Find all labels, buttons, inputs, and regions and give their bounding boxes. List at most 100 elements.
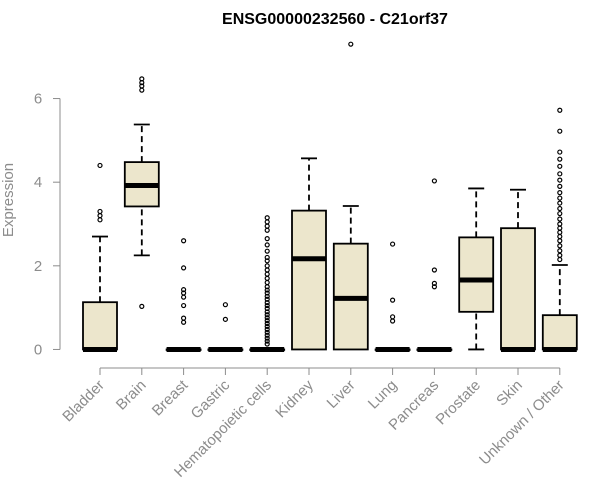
box-10 xyxy=(500,188,536,352)
outlier-4-33 xyxy=(264,341,270,347)
box-6 xyxy=(332,41,369,351)
outlier-11-1 xyxy=(557,128,563,134)
outlier-7-1 xyxy=(390,297,396,303)
y-tick-label-2: 4 xyxy=(34,174,42,191)
outlier-0-1 xyxy=(97,208,103,215)
outlier-4-23 xyxy=(264,312,270,318)
outlier-3-0 xyxy=(222,302,228,308)
outlier-2-1 xyxy=(181,265,187,271)
box-rect-9 xyxy=(458,236,495,313)
outlier-1-4 xyxy=(139,303,145,309)
outlier-4-32 xyxy=(264,338,270,344)
outlier-11-9 xyxy=(557,195,563,201)
box-11 xyxy=(541,107,578,352)
outlier-4-6 xyxy=(264,248,270,254)
outlier-11-12 xyxy=(557,210,563,217)
y-tick-label-0: 0 xyxy=(34,341,42,358)
outlier-4-9 xyxy=(264,263,270,269)
box-1 xyxy=(123,76,160,309)
outlier-11-4 xyxy=(557,163,563,169)
outlier-4-12 xyxy=(264,275,270,281)
outlier-4-0 xyxy=(264,215,270,221)
outlier-4-15 xyxy=(264,287,270,293)
x-tick-label-10: Skin xyxy=(493,377,526,410)
outlier-4-2 xyxy=(264,223,270,229)
outlier-7-2 xyxy=(390,314,396,320)
box-0 xyxy=(82,162,118,352)
box-rect-5 xyxy=(291,209,327,351)
outlier-11-3 xyxy=(557,156,563,162)
outlier-2-0 xyxy=(181,238,187,244)
outlier-1-2 xyxy=(139,83,145,89)
outlier-2-4 xyxy=(181,294,187,300)
outlier-3-1 xyxy=(222,316,228,322)
outlier-11-8 xyxy=(557,190,563,196)
outlier-0-2 xyxy=(97,213,103,219)
x-tick-label-1: Brain xyxy=(113,377,150,414)
box-8 xyxy=(416,178,453,352)
outlier-11-22 xyxy=(557,256,563,263)
box-3 xyxy=(207,302,244,352)
outlier-11-7 xyxy=(557,183,563,189)
outlier-4-25 xyxy=(264,318,270,324)
outlier-4-20 xyxy=(264,302,270,309)
x-tick-label-2: Breast xyxy=(149,376,192,419)
y-tick-label-1: 2 xyxy=(34,258,42,275)
box-4 xyxy=(249,215,286,352)
outlier-2-7 xyxy=(181,319,187,325)
outlier-4-5 xyxy=(264,242,270,248)
outlier-11-5 xyxy=(557,171,563,177)
x-tick-label-7: Lung xyxy=(365,377,401,413)
outlier-4-13 xyxy=(264,279,270,286)
outlier-2-6 xyxy=(181,315,187,321)
outlier-0-0 xyxy=(97,162,103,169)
outlier-11-20 xyxy=(557,248,563,254)
outlier-4-11 xyxy=(264,271,270,277)
outlier-7-0 xyxy=(390,241,396,247)
outlier-4-17 xyxy=(264,293,270,299)
outlier-11-11 xyxy=(557,205,563,212)
outlier-11-19 xyxy=(557,243,563,249)
outlier-4-3 xyxy=(264,227,270,233)
outlier-11-13 xyxy=(557,216,563,222)
outlier-6-0 xyxy=(348,41,354,47)
outlier-1-1 xyxy=(139,80,145,86)
outlier-4-18 xyxy=(264,296,270,302)
box-rect-11 xyxy=(541,314,578,351)
outlier-11-14 xyxy=(557,221,563,227)
y-tick-label-3: 6 xyxy=(34,91,42,108)
x-tick-label-5: Kidney xyxy=(272,376,317,421)
x-tick-label-9: Prostate xyxy=(432,377,484,429)
outlier-4-29 xyxy=(264,329,270,335)
box-2 xyxy=(165,238,202,352)
x-tick-label-6: Liver xyxy=(324,377,359,412)
outlier-8-3 xyxy=(431,284,437,290)
box-9 xyxy=(458,187,495,351)
outlier-11-10 xyxy=(557,200,563,206)
chart-title: ENSG00000232560 - C21orf37 xyxy=(222,11,448,28)
boxes-group xyxy=(82,41,578,352)
outlier-4-1 xyxy=(264,219,270,225)
outlier-8-2 xyxy=(431,280,437,286)
outlier-8-0 xyxy=(431,178,437,184)
outlier-11-0 xyxy=(557,107,563,113)
outlier-2-2 xyxy=(181,287,187,293)
outlier-7-3 xyxy=(390,318,396,324)
outlier-4-28 xyxy=(264,326,270,332)
x-tick-label-0: Bladder xyxy=(59,377,108,426)
outlier-2-5 xyxy=(181,302,187,309)
outlier-4-31 xyxy=(264,335,270,341)
outlier-11-16 xyxy=(557,229,563,235)
box-7 xyxy=(374,241,411,352)
box-5 xyxy=(291,157,327,351)
box-rect-10 xyxy=(500,227,536,351)
outlier-4-24 xyxy=(264,315,270,321)
outlier-11-6 xyxy=(557,177,563,183)
outlier-11-21 xyxy=(557,252,563,258)
outlier-4-22 xyxy=(264,309,270,315)
outlier-4-27 xyxy=(264,323,270,330)
outlier-11-18 xyxy=(557,238,563,244)
outlier-1-3 xyxy=(139,87,145,93)
